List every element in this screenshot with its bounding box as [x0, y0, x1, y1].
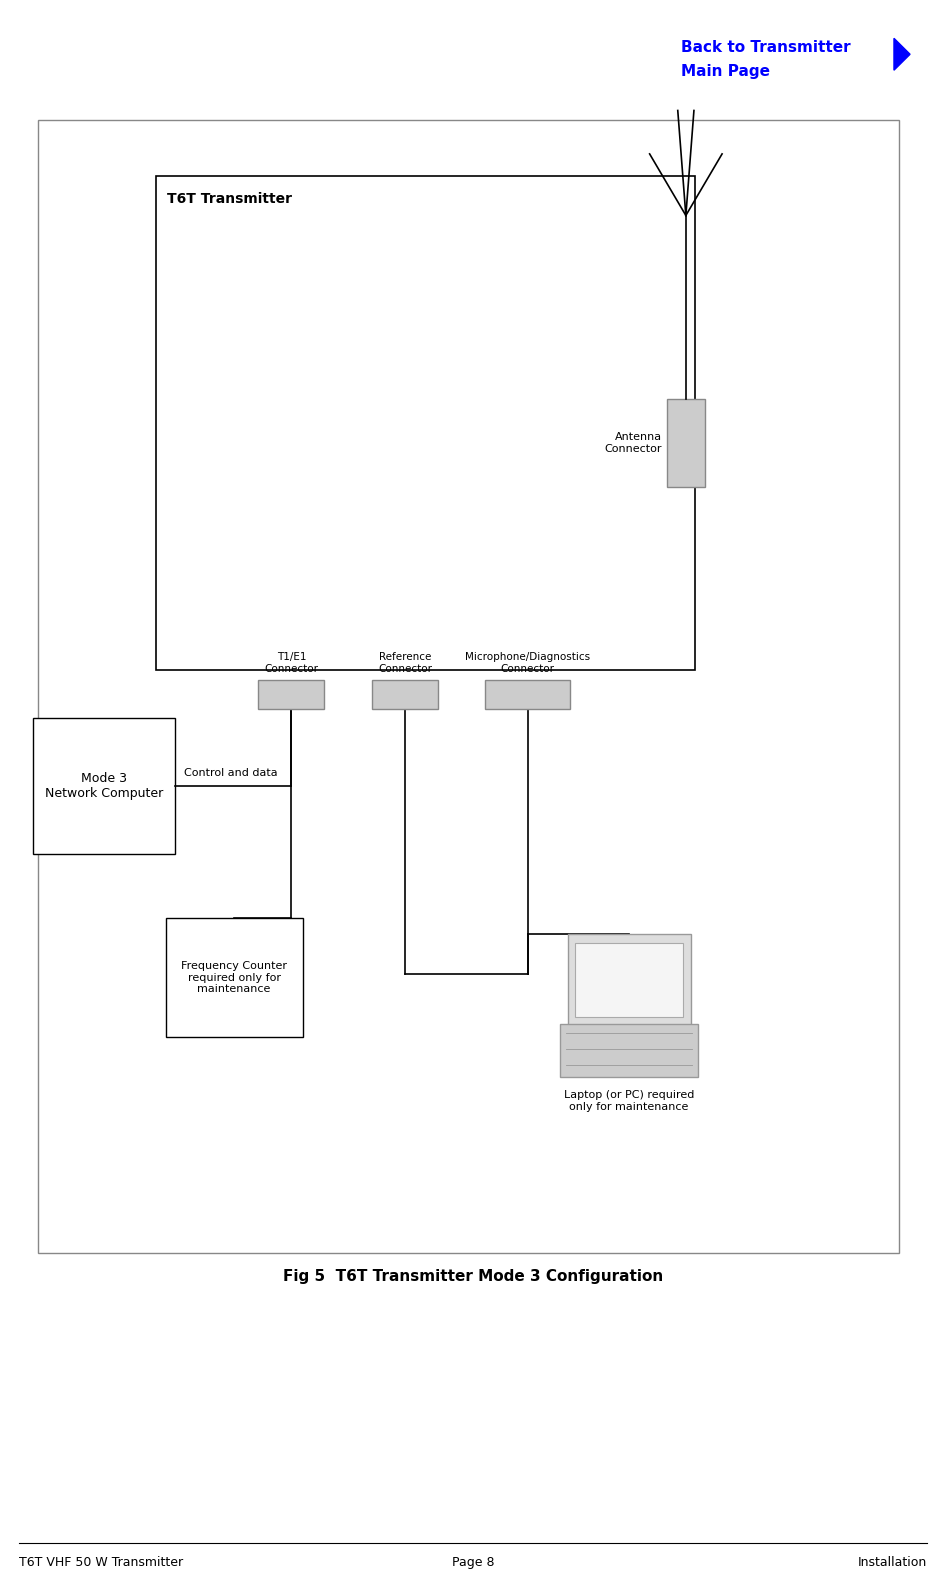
- FancyBboxPatch shape: [166, 918, 303, 1037]
- FancyBboxPatch shape: [258, 680, 324, 709]
- FancyBboxPatch shape: [575, 943, 683, 1018]
- Text: Mode 3
Network Computer: Mode 3 Network Computer: [45, 772, 163, 800]
- Text: Reference
Connector: Reference Connector: [377, 651, 432, 674]
- FancyBboxPatch shape: [33, 718, 175, 854]
- FancyBboxPatch shape: [667, 399, 705, 487]
- Text: Laptop (or PC) required
only for maintenance: Laptop (or PC) required only for mainten…: [564, 1090, 694, 1112]
- Polygon shape: [894, 38, 910, 70]
- FancyBboxPatch shape: [568, 934, 691, 1028]
- Text: Control and data: Control and data: [184, 768, 278, 777]
- FancyBboxPatch shape: [485, 680, 570, 709]
- Text: T6T VHF 50 W Transmitter: T6T VHF 50 W Transmitter: [19, 1556, 183, 1569]
- Text: Installation: Installation: [858, 1556, 927, 1569]
- FancyBboxPatch shape: [38, 120, 899, 1253]
- Text: Antenna
Connector: Antenna Connector: [604, 433, 662, 453]
- Text: Fig 5  T6T Transmitter Mode 3 Configuration: Fig 5 T6T Transmitter Mode 3 Configurati…: [283, 1269, 663, 1283]
- Text: Microphone/Diagnostics
Connector: Microphone/Diagnostics Connector: [465, 651, 590, 674]
- Text: Frequency Counter
required only for
maintenance: Frequency Counter required only for main…: [181, 961, 288, 994]
- Text: T6T Transmitter: T6T Transmitter: [167, 192, 292, 206]
- Text: Page 8: Page 8: [452, 1556, 494, 1569]
- FancyBboxPatch shape: [560, 1025, 698, 1077]
- Text: Main Page: Main Page: [681, 64, 770, 78]
- Text: Back to Transmitter: Back to Transmitter: [681, 40, 850, 54]
- Text: T1/E1
Connector: T1/E1 Connector: [264, 651, 319, 674]
- FancyBboxPatch shape: [156, 176, 695, 670]
- FancyBboxPatch shape: [372, 680, 438, 709]
